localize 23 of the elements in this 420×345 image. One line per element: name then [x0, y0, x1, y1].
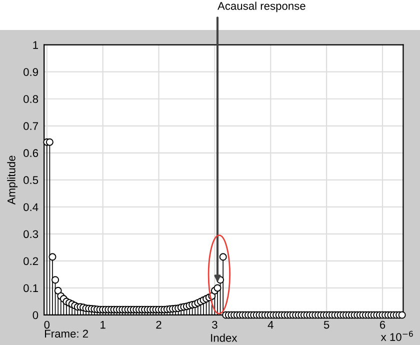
- y-tick-label: 0.7: [24, 122, 38, 130]
- y-tick-label: 0.9: [24, 68, 38, 76]
- y-tick-label: 0: [32, 311, 38, 320]
- y-tick-label: 1: [33, 41, 38, 49]
- x-tick-label: 6: [380, 320, 386, 329]
- x-tick-label: 2: [156, 320, 162, 329]
- x-tick-label: 5: [324, 320, 330, 329]
- text: Frame: 2: [45, 330, 88, 338]
- text: x 10$^{−6}$: [380, 330, 413, 341]
- y-tick-label: 0.5: [24, 176, 38, 184]
- annotation: Acausal response: [218, 2, 306, 12]
- x-tick-label: 0: [44, 320, 50, 329]
- x-axis-title: Index: [211, 334, 238, 342]
- y-axis-title: Amplitude: [7, 156, 18, 205]
- y-tick-label: 0.3: [24, 230, 38, 238]
- x-tick-label: 1: [100, 320, 106, 329]
- y-tick-label: 0.6: [24, 149, 38, 158]
- y-tick-label: 0.8: [24, 95, 38, 104]
- y-tick-label: 0.2: [24, 257, 38, 266]
- y-tick-label: 0.4: [24, 203, 38, 212]
- x-tick-label: 4: [268, 320, 274, 329]
- x-tick-label: 3: [212, 320, 218, 329]
- y-tick-label: 0.1: [24, 284, 38, 292]
